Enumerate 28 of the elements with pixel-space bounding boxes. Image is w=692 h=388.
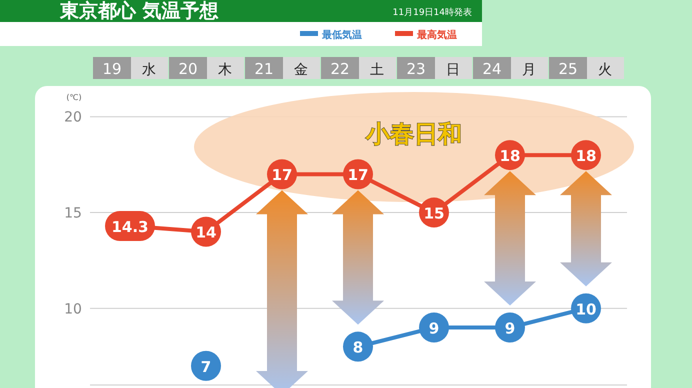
data-label: 15 xyxy=(424,204,444,223)
category-label: 20 木 xyxy=(178,60,232,78)
annotation: 小春日和 xyxy=(365,120,462,148)
data-label: 10 xyxy=(576,300,596,318)
y-tick-label: 10 xyxy=(64,301,82,318)
data-label: 18 xyxy=(500,147,520,166)
y-tick-label: 20 xyxy=(64,110,82,126)
legend-label: 最低気温 xyxy=(321,29,362,41)
category-label: 23 日 xyxy=(406,60,460,78)
y-axis-title: (℃) xyxy=(66,93,82,102)
data-label: 14.3 xyxy=(111,218,149,236)
legend-label: 最高気温 xyxy=(416,29,457,41)
data-label: 9 xyxy=(428,320,440,338)
chart-title: 東京都心 気温予想 xyxy=(59,0,219,22)
category-label: 19 水 xyxy=(102,60,156,78)
data-label: 8 xyxy=(352,338,364,357)
category-label: 22 土 xyxy=(330,60,384,78)
category-label: 24 月 xyxy=(482,60,536,78)
data-label: 17 xyxy=(348,166,368,184)
category-label: 25 火 xyxy=(558,60,612,78)
category-label: 21 金 xyxy=(254,60,308,78)
y-tick-label: 15 xyxy=(64,206,82,222)
data-label: 7 xyxy=(200,358,212,376)
data-label: 9 xyxy=(504,320,516,338)
data-label: 14 xyxy=(196,224,216,242)
data-label: 18 xyxy=(576,147,596,166)
data-label: 17 xyxy=(272,166,292,184)
chart-subtitle: 11月19日14時発表 xyxy=(392,7,472,18)
